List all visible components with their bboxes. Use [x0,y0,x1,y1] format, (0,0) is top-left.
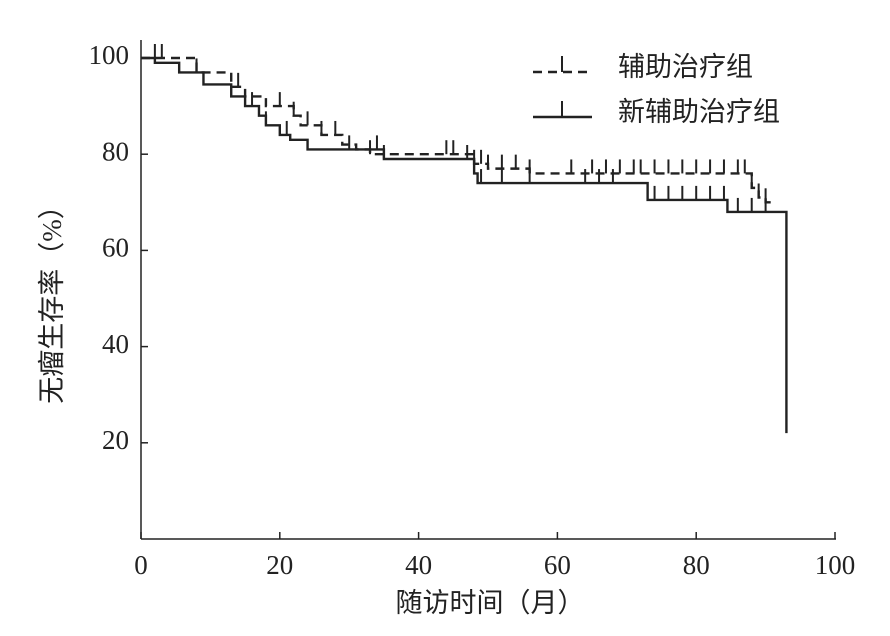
x-axis-label: 随访时间（月） [396,588,585,618]
y-axis-label: 无瘤生存率（%） [37,192,67,404]
y-tick-label: 100 [89,40,130,70]
survival-curve [141,56,773,204]
y-tick-label: 40 [102,329,129,359]
y-tick-label: 60 [102,233,129,263]
x-tick-label: 20 [266,550,293,580]
x-tick-label: 0 [134,550,148,580]
y-tick-label: 80 [102,136,129,166]
x-tick-label: 40 [405,550,432,580]
legend-label: 辅助治疗组 [618,52,753,82]
x-tick-label: 100 [815,550,856,580]
legend-label: 新辅助治疗组 [618,97,780,127]
x-tick-label: 60 [544,550,571,580]
x-tick-label: 80 [683,550,710,580]
survival-curve [141,56,788,434]
y-tick-label: 20 [102,425,129,455]
